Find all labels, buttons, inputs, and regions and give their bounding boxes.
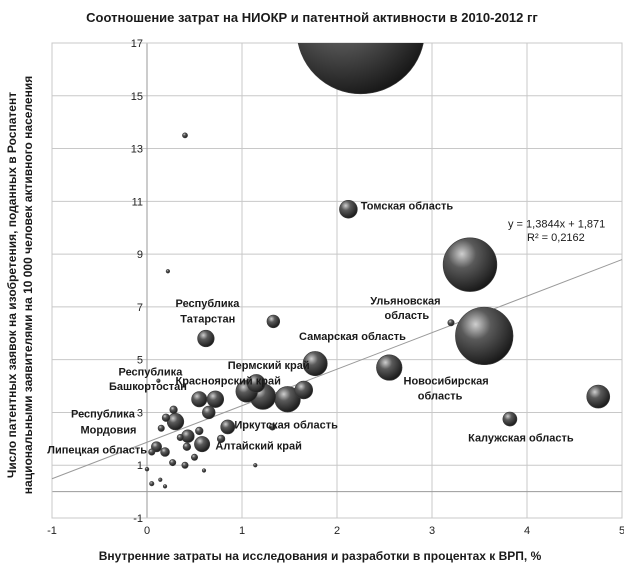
bubble bbox=[376, 354, 403, 381]
x-tick-label: 4 bbox=[524, 525, 530, 537]
annotation-label: Мордовия bbox=[81, 425, 137, 437]
y-tick-label: -1 bbox=[133, 513, 143, 525]
bubble bbox=[191, 391, 208, 408]
bubble bbox=[197, 329, 215, 348]
bubble bbox=[202, 405, 216, 420]
y-axis-label: Число патентных заявок на изобретения, п… bbox=[5, 76, 35, 494]
annotation-label: Алтайский край bbox=[215, 440, 302, 452]
bubble bbox=[176, 434, 184, 442]
bubble bbox=[339, 199, 358, 219]
bubble bbox=[194, 436, 211, 453]
bubble bbox=[586, 384, 611, 409]
bubble bbox=[447, 319, 455, 327]
bubble bbox=[297, 43, 424, 95]
bubble bbox=[302, 351, 328, 377]
bubble bbox=[455, 306, 514, 366]
annotation-label: Калужская область bbox=[468, 432, 574, 444]
x-tick-label: -1 bbox=[47, 525, 57, 537]
trendline bbox=[51, 259, 623, 480]
annotation-label: Новосибирская bbox=[404, 376, 489, 388]
y-axis-label-line-2: национальными заявителями на 10 000 чело… bbox=[21, 76, 35, 494]
annotation-label: Иркутская область bbox=[234, 419, 338, 431]
y-tick-label: 13 bbox=[131, 144, 143, 156]
bubble bbox=[442, 237, 498, 292]
bubble bbox=[195, 426, 204, 436]
bubble bbox=[246, 374, 266, 393]
chart-title: Соотношение затрат на НИОКР и патентной … bbox=[86, 10, 538, 25]
annotation-label: Ульяновская bbox=[370, 295, 440, 307]
annotation-label: Пермский край bbox=[228, 360, 310, 372]
y-tick-label: 9 bbox=[137, 249, 143, 261]
bubble bbox=[182, 442, 192, 451]
annotation-label: y = 1,3844x + 1,871 bbox=[508, 219, 605, 231]
annotation-label: Липецкая область bbox=[47, 444, 147, 456]
bubble bbox=[201, 468, 207, 473]
bubble bbox=[162, 484, 168, 489]
bubble bbox=[206, 390, 225, 408]
x-tick-label: 5 bbox=[619, 525, 624, 537]
annotation-label: Башкортостан bbox=[109, 381, 187, 393]
y-tick-label: 5 bbox=[137, 355, 143, 367]
bubble bbox=[144, 466, 150, 472]
y-tick-label: 7 bbox=[137, 302, 143, 314]
x-axis-label: Внутренние затраты на исследования и раз… bbox=[99, 549, 542, 563]
bubble bbox=[148, 448, 156, 456]
y-tick-label: 11 bbox=[132, 196, 143, 208]
bubble bbox=[220, 419, 236, 435]
x-tick-label: 1 bbox=[239, 525, 245, 537]
bubble bbox=[169, 459, 177, 467]
annotation-label: Республика bbox=[176, 298, 241, 310]
annotation-label: Республика bbox=[71, 409, 136, 421]
bubble bbox=[182, 132, 188, 139]
y-axis-label-line-1: Число патентных заявок на изобретения, п… bbox=[5, 92, 19, 478]
bubble bbox=[161, 413, 171, 422]
annotation-label: Самарская область bbox=[299, 331, 406, 343]
bubble bbox=[149, 481, 155, 487]
bubble bbox=[160, 447, 170, 457]
x-tick-label: 0 bbox=[144, 525, 150, 537]
y-tick-label: 3 bbox=[137, 407, 143, 419]
bubble bbox=[158, 477, 163, 482]
bubble bbox=[191, 453, 199, 461]
bubble bbox=[253, 463, 258, 468]
bubble bbox=[266, 314, 281, 329]
bubble bbox=[502, 411, 518, 427]
y-tick-label: 17 bbox=[131, 38, 143, 50]
annotation-label: область bbox=[385, 310, 430, 322]
bubble bbox=[294, 380, 314, 400]
bubble bbox=[165, 269, 170, 274]
annotation-label: область bbox=[418, 390, 463, 402]
bubble bbox=[157, 424, 165, 432]
bubble bbox=[216, 434, 226, 443]
bubble bbox=[181, 461, 189, 469]
annotation-label: Томская область bbox=[361, 200, 454, 212]
annotation-label: Республика bbox=[119, 367, 184, 379]
y-tick-label: 1 bbox=[137, 460, 143, 472]
grid-lines bbox=[51, 42, 623, 519]
bubble bbox=[156, 378, 161, 383]
bubble bbox=[169, 405, 178, 414]
annotation-label: Красноярский край bbox=[176, 376, 281, 388]
y-tick-label: 15 bbox=[131, 91, 143, 103]
annotation-label: Татарстан bbox=[180, 314, 235, 326]
annotation-label: R² = 0,2162 bbox=[527, 232, 585, 244]
bubbles bbox=[144, 43, 611, 489]
bubble bbox=[268, 423, 276, 431]
x-tick-label: 2 bbox=[334, 525, 340, 537]
x-tick-label: 3 bbox=[429, 525, 435, 537]
